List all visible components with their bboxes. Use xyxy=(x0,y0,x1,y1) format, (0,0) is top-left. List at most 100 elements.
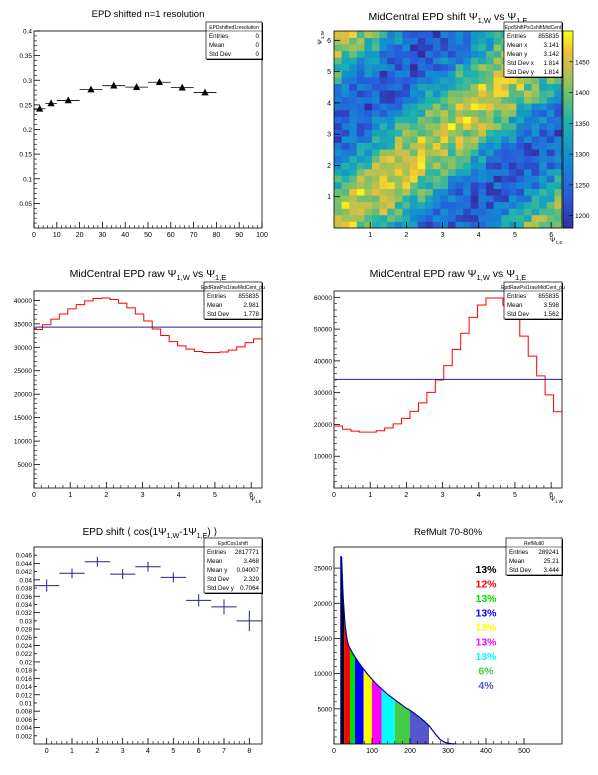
text-part: vs Ψ xyxy=(190,268,215,280)
heatmap-cell xyxy=(448,175,456,183)
heatmap-cell xyxy=(432,168,441,176)
text-part: MidCentral EPD raw Ψ xyxy=(70,268,177,280)
heatmap-cell xyxy=(379,175,388,183)
heatmap-cell xyxy=(440,162,449,170)
heatmap-cell xyxy=(394,208,403,216)
colorbar-step xyxy=(563,162,573,167)
heatmap-cell xyxy=(554,188,563,196)
heatmap-cell xyxy=(372,90,380,98)
y-tick-label: 0.044 xyxy=(16,561,33,568)
stats-label: Mean x xyxy=(507,42,528,49)
text-part: -1Ψ xyxy=(179,527,196,538)
heatmap-cell xyxy=(417,214,426,222)
heatmap-cell xyxy=(546,109,555,117)
heatmap-cell xyxy=(387,31,396,38)
heatmap-cell xyxy=(501,149,510,157)
data-point xyxy=(87,85,95,93)
heatmap-cell xyxy=(425,31,434,38)
heatmap-cell xyxy=(387,175,396,183)
heatmap-cell xyxy=(364,221,373,229)
heatmap-cell xyxy=(402,103,411,111)
heatmap-cell xyxy=(387,136,396,144)
heatmap-cell xyxy=(394,90,403,98)
heatmap-cell xyxy=(440,195,449,203)
heatmap-cell xyxy=(402,44,411,52)
colorbar-step xyxy=(563,90,573,94)
heatmap-cell xyxy=(448,149,456,157)
heatmap-cell xyxy=(394,129,403,137)
legend-entry: 4% xyxy=(478,680,494,692)
heatmap-cell xyxy=(387,168,396,176)
colorbar-step xyxy=(563,178,573,183)
x-tick-label: 1 xyxy=(68,492,72,499)
colorbar-step xyxy=(563,218,573,222)
colorbar-step xyxy=(563,155,573,160)
stats-title: EPDshifted1resolution xyxy=(209,25,259,31)
colorbar-step xyxy=(563,106,573,111)
heatmap-cell xyxy=(372,63,380,71)
heatmap-cell xyxy=(341,208,350,216)
heatmap-cell xyxy=(394,50,403,58)
heatmap-cell xyxy=(379,109,388,117)
heatmap-cell xyxy=(372,103,380,111)
heatmap-cell xyxy=(478,122,487,130)
heatmap-cell xyxy=(394,162,403,170)
heatmap-cell xyxy=(410,70,418,78)
heatmap-cell xyxy=(394,96,403,104)
heatmap-cell xyxy=(448,182,456,189)
heatmap-cell xyxy=(417,168,426,176)
x-tick-label: 5 xyxy=(171,748,175,755)
heatmap-cell xyxy=(463,70,472,78)
heatmap-cell xyxy=(417,129,426,137)
heatmap-cell xyxy=(349,208,358,216)
heatmap-cell xyxy=(531,76,540,84)
stats-title: EpdRawPsi1rawMidCent_pu xyxy=(201,285,265,291)
subscript-part: 1,W xyxy=(167,531,180,540)
heatmap-cell xyxy=(356,37,365,45)
heatmap-cell xyxy=(524,162,532,170)
heatmap-cell xyxy=(432,195,441,203)
heatmap-cell xyxy=(394,76,403,84)
heatmap-cell xyxy=(364,155,373,163)
x-tick-label: 5 xyxy=(513,232,517,239)
heatmap-cell xyxy=(463,162,472,170)
heatmap-cell xyxy=(402,57,411,65)
y-tick-label: 0.026 xyxy=(16,635,33,642)
heatmap-cell xyxy=(501,168,510,176)
heatmap-cell xyxy=(554,103,563,111)
heatmap-cell xyxy=(486,90,494,98)
y-tick-label: 6 xyxy=(327,38,331,45)
heatmap-cell xyxy=(463,76,472,84)
heatmap-cell xyxy=(554,221,563,229)
heatmap-cell xyxy=(455,96,464,104)
heatmap-cell xyxy=(478,109,487,117)
heatmap-cell xyxy=(372,76,380,84)
heatmap-cell xyxy=(501,96,510,104)
y-tick-label: 0.032 xyxy=(16,610,33,617)
heatmap-cell xyxy=(341,129,350,137)
heatmap-cell xyxy=(478,208,487,216)
heatmap-cell xyxy=(470,201,479,209)
y-tick-label: 0.006 xyxy=(16,717,33,724)
y-tick-label: 0.038 xyxy=(16,586,33,593)
heatmap-cell xyxy=(356,116,365,124)
heatmap-cell xyxy=(470,83,479,91)
heatmap-cell xyxy=(486,208,494,216)
heatmap-cell xyxy=(417,90,426,98)
heatmap-cell xyxy=(356,103,365,111)
colorbar-step xyxy=(563,57,573,62)
heatmap-cell xyxy=(486,96,494,104)
heatmap-cell xyxy=(425,63,434,71)
heatmap-cell xyxy=(516,201,525,209)
heatmap-cell xyxy=(478,63,487,71)
heatmap-cell xyxy=(387,57,396,65)
heatmap-cell xyxy=(448,90,456,98)
x-tick-label: 90 xyxy=(235,232,243,239)
text-part: vs Ψ xyxy=(491,11,516,23)
heatmap-cell xyxy=(341,221,350,229)
y-tick-label: 5 xyxy=(327,69,331,76)
heatmap-cell xyxy=(341,76,350,84)
heatmap-cell xyxy=(387,70,396,78)
stats-value: 0.7064 xyxy=(240,585,259,592)
y-tick-label: 10000 xyxy=(314,671,332,678)
